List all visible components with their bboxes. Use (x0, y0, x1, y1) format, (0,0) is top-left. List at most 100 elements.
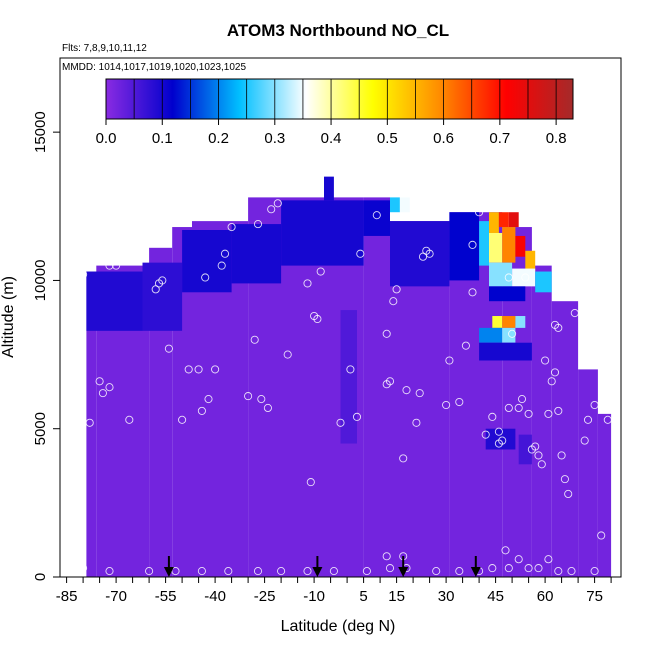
sample-point (372, 211, 381, 220)
sample-point (481, 430, 490, 439)
colorbar-tick-label: 0.7 (489, 130, 510, 147)
heatmap-cell (479, 327, 503, 343)
sample-point (164, 344, 173, 353)
sample-point (346, 365, 355, 374)
colorbar-tick-label: 0.6 (433, 130, 454, 147)
sample-point (544, 409, 553, 418)
sample-point (554, 406, 563, 415)
sample-point (224, 567, 233, 576)
sample-point (125, 415, 134, 424)
sample-point (504, 564, 513, 573)
sample-point (534, 451, 543, 460)
sample-point (508, 329, 517, 338)
heatmap-cell (86, 271, 143, 331)
sample-point (554, 323, 563, 332)
sample-point (267, 205, 276, 214)
sample-point (336, 418, 345, 427)
heatmap-cell (340, 310, 357, 444)
sample-point (329, 567, 338, 576)
sample-point (567, 567, 576, 576)
sample-point (537, 460, 546, 469)
sample-point (184, 365, 193, 374)
sample-point (590, 567, 599, 576)
heatmap-cell (479, 221, 489, 266)
flight-arrow (398, 556, 409, 577)
sample-point (488, 564, 497, 573)
sample-point (461, 341, 470, 350)
sample-point (273, 199, 282, 208)
sample-point (524, 564, 533, 573)
heatmap-cell (324, 176, 334, 201)
sample-point (194, 365, 203, 374)
sample-point (303, 567, 312, 576)
sample-point (204, 395, 213, 404)
sample-point (95, 377, 104, 386)
heatmap-cell (492, 316, 503, 328)
heatmap-cell (485, 428, 516, 450)
arrow-head (398, 567, 409, 577)
heatmap-cell (363, 200, 390, 236)
sample-point (564, 489, 573, 499)
heatmap-cell (498, 212, 509, 228)
sample-point (257, 395, 266, 404)
colorbar-tick-label: 0.3 (264, 130, 285, 147)
x-tick-label: 30 (438, 588, 455, 605)
heatmap-cell (479, 342, 532, 361)
profile-column (597, 413, 612, 577)
sample-point (418, 252, 428, 261)
sample-point (356, 249, 365, 258)
sample-point (560, 475, 569, 484)
heatmap-cell (390, 197, 400, 213)
sample-point (412, 418, 421, 427)
sample-point (227, 222, 236, 232)
sample-point (171, 567, 180, 576)
heatmap-cell (399, 197, 410, 213)
sample-point (544, 555, 553, 564)
sample-point (105, 567, 114, 576)
flight-arrow (163, 556, 174, 577)
flight-arrow (470, 556, 481, 577)
sample-point (498, 436, 507, 445)
heatmap-cell (281, 200, 364, 266)
sample-point (445, 356, 454, 365)
sample-point (392, 285, 401, 294)
heatmap-cell (502, 316, 516, 328)
sample-point (313, 314, 322, 324)
sample-point (570, 309, 579, 318)
sample-point (105, 383, 114, 392)
heatmap-cell (489, 286, 526, 302)
sample-point (607, 306, 616, 315)
sample-point (432, 567, 441, 576)
x-tick-label: -70 (105, 588, 127, 605)
sample-point (197, 406, 206, 415)
heatmap-cell (512, 268, 536, 287)
heatmap-cell (489, 212, 499, 233)
sample-point (277, 567, 286, 576)
sample-point (112, 261, 121, 270)
sample-point (468, 240, 477, 249)
profile-column (363, 197, 390, 578)
sample-point (211, 365, 220, 374)
heatmap-cell (449, 212, 480, 281)
colorbar-gradient-rect (105, 78, 574, 120)
sample-point (504, 403, 513, 413)
sample-point (607, 392, 616, 401)
flights-label: Flts: 7,8,9,10,11,12 (62, 43, 147, 54)
y-tick-label: 0 (32, 573, 49, 581)
sample-point (517, 395, 527, 404)
sample-point (263, 403, 272, 413)
chart-title: ATOM3 Northbound NO_CL (227, 21, 449, 40)
sample-point (455, 567, 464, 576)
sample-point (514, 555, 523, 564)
heatmap-cell (515, 235, 526, 257)
sample-point (590, 400, 599, 410)
heatmap-cell (518, 434, 532, 465)
sample-point (98, 389, 107, 398)
sample-point (550, 368, 560, 377)
heatmap-cell (142, 262, 183, 331)
y-tick-label: 10000 (32, 260, 49, 302)
sample-point (409, 181, 418, 190)
colorbar-tick-label: 0.8 (546, 130, 567, 147)
sample-point (382, 380, 391, 389)
x-tick-label: -85 (56, 588, 78, 605)
